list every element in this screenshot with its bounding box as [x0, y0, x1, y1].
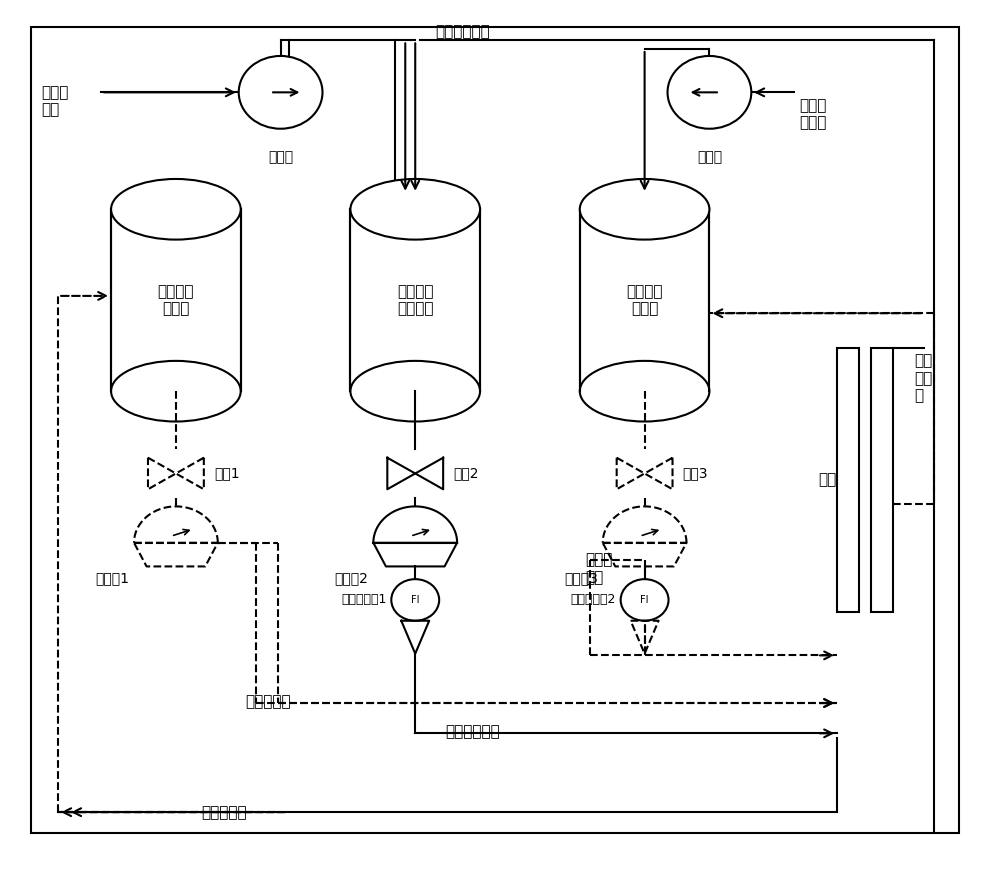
Bar [580, 209, 709, 391]
Bar [837, 348, 859, 612]
Text: 极室溶液出: 极室溶液出 [201, 806, 246, 820]
Circle shape [239, 56, 322, 129]
Polygon shape [401, 620, 429, 653]
Text: 酸化室溶
液循环槽: 酸化室溶 液循环槽 [397, 284, 433, 316]
Text: 阀门3: 阀门3 [682, 467, 708, 481]
Polygon shape [373, 543, 457, 567]
Text: 碱室
溶液
出: 碱室 溶液 出 [914, 354, 932, 403]
Text: 酸化室溶液出: 酸化室溶液出 [435, 24, 490, 39]
Ellipse shape [580, 361, 709, 421]
Text: 碱室溶
液进: 碱室溶 液进 [585, 553, 612, 585]
Polygon shape [373, 507, 457, 543]
Text: 阀门1: 阀门1 [214, 467, 239, 481]
Bar [111, 209, 241, 391]
Text: 极室溶液进: 极室溶液进 [246, 694, 291, 709]
Text: 蠕动泵: 蠕动泵 [268, 150, 293, 164]
Bar [871, 348, 893, 612]
Text: 极室溶液
循环槽: 极室溶液 循环槽 [158, 284, 194, 316]
Polygon shape [134, 507, 218, 543]
Text: 阀门2: 阀门2 [453, 467, 479, 481]
Polygon shape [603, 543, 686, 567]
Circle shape [391, 579, 439, 620]
Polygon shape [631, 620, 659, 653]
Polygon shape [617, 458, 645, 489]
Ellipse shape [111, 361, 241, 421]
Text: 离心泵2: 离心泵2 [334, 571, 368, 585]
Text: FI: FI [411, 595, 419, 605]
Text: 转子流量计2: 转子流量计2 [570, 594, 616, 607]
Polygon shape [387, 458, 415, 489]
Circle shape [621, 579, 669, 620]
Text: 碱室溶
液补液: 碱室溶 液补液 [799, 98, 827, 130]
Bar [350, 209, 480, 391]
Text: 转子流量计1: 转子流量计1 [341, 594, 386, 607]
Polygon shape [148, 458, 176, 489]
Text: FI: FI [640, 595, 649, 605]
Ellipse shape [350, 179, 480, 240]
Text: 碱室溶液
循环槽: 碱室溶液 循环槽 [626, 284, 663, 316]
Polygon shape [134, 543, 218, 567]
Ellipse shape [580, 179, 709, 240]
Text: 蠕动泵: 蠕动泵 [697, 150, 722, 164]
Text: 离心泵1: 离心泵1 [95, 571, 129, 585]
Text: 膜堆: 膜堆 [818, 473, 836, 488]
Text: 钨酸钠
溶液: 钨酸钠 溶液 [41, 85, 69, 117]
Polygon shape [415, 458, 443, 489]
Polygon shape [603, 507, 686, 543]
Ellipse shape [350, 361, 480, 421]
Circle shape [668, 56, 751, 129]
Text: 离心泵3: 离心泵3 [564, 571, 598, 585]
Polygon shape [645, 458, 673, 489]
Ellipse shape [111, 179, 241, 240]
Text: 酸化室溶液进: 酸化室溶液进 [445, 725, 500, 740]
Polygon shape [176, 458, 204, 489]
